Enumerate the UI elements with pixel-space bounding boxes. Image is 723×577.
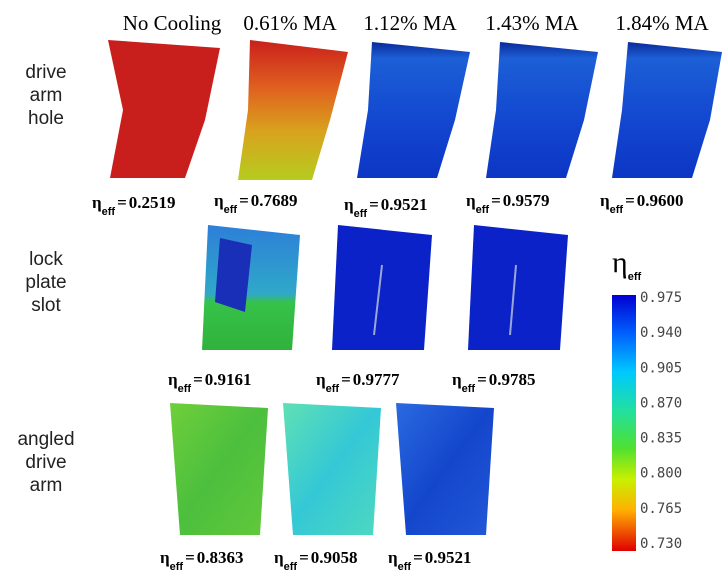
eta-subscript: eff [326, 383, 340, 395]
plot-shape [468, 225, 568, 350]
eta-symbol: η [316, 370, 326, 389]
equals: = [117, 193, 127, 212]
column-header: No Cooling [123, 11, 222, 35]
colorbar-title: ηeff [612, 246, 641, 283]
plot-shape [396, 403, 494, 535]
eta-symbol: η [466, 191, 476, 210]
equals: = [625, 191, 635, 210]
eta-subscript: eff [354, 208, 368, 220]
equals: = [491, 191, 501, 210]
eta-symbol: η [452, 370, 462, 389]
row-label: arm [30, 85, 63, 106]
efficiency-label: ηeff=0.9521 [344, 195, 428, 220]
efficiency-label: ηeff=0.9600 [600, 191, 684, 216]
plot-shape [612, 42, 722, 178]
eta-subscript: eff [476, 204, 490, 216]
eta-subscript: eff [462, 383, 476, 395]
eta-symbol: η [274, 548, 284, 567]
colorbar-tick-label: 0.975 [640, 290, 682, 306]
colorbar-tick-label: 0.730 [640, 536, 682, 552]
equals: = [239, 191, 249, 210]
efficiency-value: 0.9521 [381, 195, 428, 214]
eta-subscript: eff [628, 271, 642, 283]
efficiency-value: 0.9161 [205, 370, 252, 389]
plot-shape [486, 42, 598, 178]
efficiency-label: ηeff=0.2519 [92, 193, 176, 218]
plot-shape [332, 225, 432, 350]
figure: No Cooling 0.61% MA 1.12% MA 1.43% MA 1.84% … [0, 0, 723, 577]
plot-shape [108, 40, 220, 178]
eta-symbol: η [214, 191, 224, 210]
eta-subscript: eff [224, 204, 238, 216]
efficiency-value: 0.8363 [197, 548, 244, 567]
row-label: hole [28, 108, 64, 129]
efficiency-label: ηeff=0.9058 [274, 548, 358, 573]
colorbar-tick-label: 0.940 [640, 325, 682, 341]
equals: = [369, 195, 379, 214]
efficiency-label: ηeff=0.9161 [168, 370, 252, 395]
plot-shape [170, 403, 268, 535]
efficiency-label: ηeff=0.9521 [388, 548, 472, 573]
efficiency-value: 0.9058 [311, 548, 358, 567]
efficiency-label: ηeff=0.8363 [160, 548, 244, 573]
contour-plots [108, 40, 722, 551]
eta-symbol: η [160, 548, 170, 567]
eta-symbol: η [388, 548, 398, 567]
eta-subscript: eff [178, 383, 192, 395]
row-label: drive [25, 452, 66, 473]
efficiency-label: ηeff=0.9785 [452, 370, 536, 395]
colorbar-tick-label: 0.870 [640, 395, 682, 411]
row-label: lock [29, 249, 63, 270]
row-label: arm [30, 475, 63, 496]
eta-symbol: η [344, 195, 354, 214]
equals: = [299, 548, 309, 567]
colorbar-tick-label: 0.800 [640, 466, 682, 482]
efficiency-value: 0.9785 [489, 370, 536, 389]
colorbar [612, 295, 636, 551]
eta-subscript: eff [398, 561, 412, 573]
plot-shape [357, 42, 470, 178]
row-label: plate [25, 272, 66, 293]
efficiency-label: ηeff=0.7689 [214, 191, 298, 216]
column-header: 1.43% MA [485, 11, 579, 35]
eta-subscript: eff [170, 561, 184, 573]
eta-subscript: eff [284, 561, 298, 573]
equals: = [185, 548, 195, 567]
efficiency-label: ηeff=0.9579 [466, 191, 550, 216]
eta-symbol: η [612, 246, 628, 279]
column-header: 0.61% MA [243, 11, 337, 35]
row-label: drive [25, 62, 66, 83]
column-header: 1.12% MA [363, 11, 457, 35]
equals: = [341, 370, 351, 389]
efficiency-value: 0.7689 [251, 191, 298, 210]
colorbar-tick-label: 0.765 [640, 501, 682, 517]
colorbar-tick-label: 0.905 [640, 360, 682, 376]
efficiency-value: 0.2519 [129, 193, 176, 212]
row-label: slot [31, 295, 61, 316]
efficiency-value: 0.9521 [425, 548, 472, 567]
eta-symbol: η [600, 191, 610, 210]
eta-symbol: η [168, 370, 178, 389]
efficiency-value: 0.9579 [503, 191, 550, 210]
equals: = [477, 370, 487, 389]
plot-shape [238, 40, 348, 180]
equals: = [413, 548, 423, 567]
row-label: angled [17, 429, 74, 450]
efficiency-label: ηeff=0.9777 [316, 370, 400, 395]
efficiency-value: 0.9777 [353, 370, 400, 389]
column-header: 1.84% MA [615, 11, 709, 35]
eta-subscript: eff [610, 204, 624, 216]
eta-subscript: eff [102, 206, 116, 218]
eta-symbol: η [92, 193, 102, 212]
plot-shape [283, 403, 381, 535]
colorbar-tick-label: 0.835 [640, 431, 682, 447]
efficiency-value: 0.9600 [637, 191, 684, 210]
equals: = [193, 370, 203, 389]
